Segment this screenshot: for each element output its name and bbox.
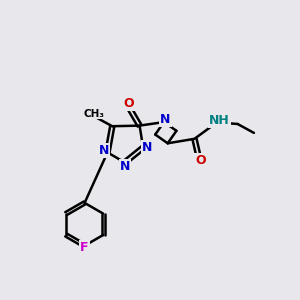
Text: F: F	[80, 241, 89, 254]
Text: NH: NH	[209, 115, 230, 128]
Text: N: N	[119, 160, 130, 172]
Text: N: N	[142, 141, 152, 154]
Text: O: O	[123, 98, 134, 110]
Text: O: O	[195, 154, 206, 167]
Text: N: N	[160, 112, 171, 126]
Text: N: N	[99, 144, 109, 158]
Text: CH₃: CH₃	[84, 109, 105, 119]
